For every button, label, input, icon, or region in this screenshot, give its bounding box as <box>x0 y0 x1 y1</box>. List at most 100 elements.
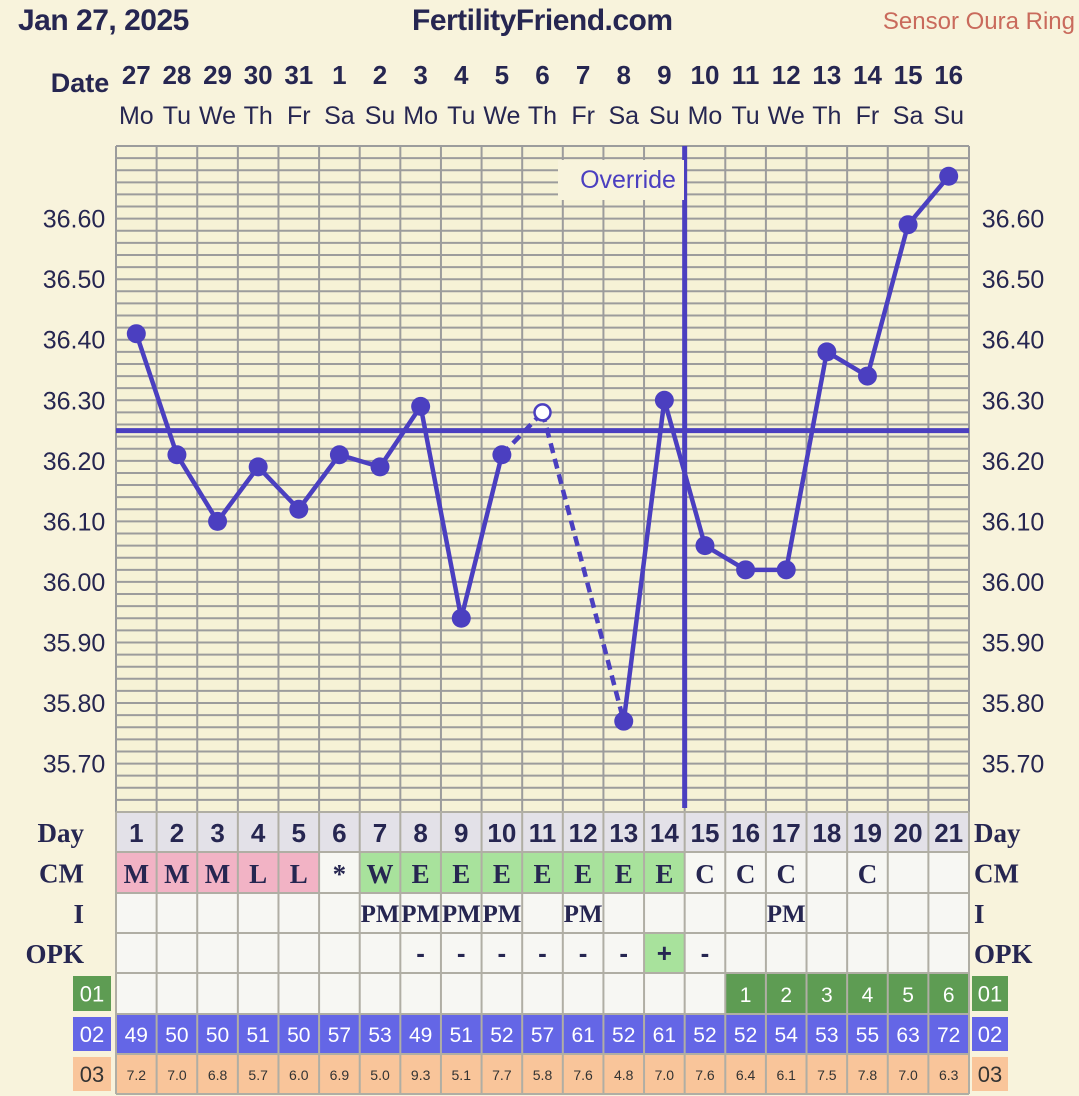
y-tick-label-left: 36.30 <box>43 387 106 415</box>
y-tick-label-right: 36.30 <box>982 387 1045 415</box>
opk-cell <box>644 933 685 973</box>
opk-row-label-left: OPK <box>26 939 85 969</box>
temperature-point[interactable] <box>208 511 228 531</box>
temperature-point[interactable] <box>329 445 349 465</box>
weekday-tick-label: Su <box>649 102 680 130</box>
temperature-point[interactable] <box>817 342 837 362</box>
row02-cell <box>481 1014 523 1054</box>
temperature-point[interactable] <box>248 457 268 477</box>
temperature-line-dashed <box>500 410 545 457</box>
row02-value: 63 <box>896 1024 919 1047</box>
opk-cell <box>481 933 523 973</box>
temperature-point[interactable] <box>776 560 796 580</box>
cycle-day-value: 3 <box>210 818 224 848</box>
temperature-point[interactable] <box>614 711 634 731</box>
row02-cell <box>237 1014 279 1054</box>
intercourse-value: PM <box>401 901 440 928</box>
temperature-line <box>662 399 708 547</box>
cycle-day-value: 11 <box>529 818 557 848</box>
temperature-point[interactable] <box>898 215 918 235</box>
y-tick-label-right: 36.10 <box>982 508 1045 536</box>
cycle-day-value: 1 <box>129 818 143 848</box>
temperature-line <box>175 453 220 523</box>
intercourse-cell <box>237 893 279 933</box>
temperature-point[interactable] <box>451 608 471 628</box>
cycle-day-cell <box>765 812 807 852</box>
sensor-label: Sensor Oura Ring <box>882 8 1075 35</box>
cm-cell <box>684 852 726 893</box>
opk-value: - <box>619 938 628 968</box>
temperature-line <box>906 174 951 227</box>
weekday-tick-label: Tu <box>731 102 759 130</box>
opk-cell <box>847 933 888 973</box>
intercourse-value: PM <box>482 901 521 928</box>
temperature-line <box>215 465 260 523</box>
temperature-point[interactable] <box>289 499 309 519</box>
intercourse-value: PM <box>767 901 806 928</box>
cycle-day-value: 18 <box>812 818 841 848</box>
override-label: Override <box>580 166 676 194</box>
row02-cell <box>806 1014 848 1054</box>
cycle-day-value: 13 <box>609 818 638 848</box>
temperature-point[interactable] <box>411 396 431 416</box>
intercourse-cell <box>928 893 969 933</box>
temperature-point[interactable] <box>695 536 715 556</box>
opk-cell <box>400 933 441 973</box>
day-row-label-right: Day <box>974 818 1021 848</box>
date-tick-label: 1 <box>332 60 346 90</box>
temperature-line <box>865 224 911 377</box>
row02-cell <box>359 1014 401 1054</box>
row03-value: 7.0 <box>898 1067 918 1083</box>
date-tick-label: 29 <box>203 60 232 90</box>
plot-area <box>116 146 969 812</box>
intercourse-cell <box>765 893 807 933</box>
cycle-day-value: 5 <box>292 818 306 848</box>
row03-value: 7.0 <box>655 1067 675 1083</box>
temperature-point[interactable] <box>939 166 959 186</box>
temperature-line-dashed <box>540 411 626 722</box>
temperature-point[interactable] <box>126 324 146 344</box>
row01-label-left: 01 <box>80 982 104 1007</box>
row02-cell <box>319 1014 360 1054</box>
cycle-day-value: 7 <box>373 818 387 848</box>
temperature-point[interactable] <box>857 366 877 386</box>
cycle-day-value: 9 <box>454 818 468 848</box>
cm-value: E <box>412 859 430 889</box>
date-tick-label: 10 <box>691 60 720 90</box>
date-tick-label: 27 <box>122 60 151 90</box>
opk-cell <box>237 933 279 973</box>
row01-cell <box>522 973 563 1014</box>
row02-value: 49 <box>409 1024 432 1047</box>
row02-cell <box>562 1014 604 1054</box>
opk-value: - <box>416 938 425 968</box>
temperature-point[interactable] <box>654 390 674 410</box>
override-label-bg <box>558 160 684 200</box>
row01-cell <box>603 973 645 1014</box>
row03-cell <box>237 1054 279 1094</box>
weekday-tick-label: Su <box>365 102 396 130</box>
row02-cell <box>684 1014 726 1054</box>
date-tick-label: 13 <box>812 60 841 90</box>
cm-cell <box>278 852 320 893</box>
cycle-day-cell <box>684 812 726 852</box>
row03-value: 5.0 <box>370 1067 390 1083</box>
temperature-point[interactable] <box>492 445 512 465</box>
row02-label-left: 02 <box>80 1022 104 1047</box>
temperature-point[interactable] <box>167 445 187 465</box>
date-tick-label: 12 <box>772 60 801 90</box>
temperature-point-discarded[interactable] <box>533 403 552 422</box>
cm-cell <box>197 852 238 893</box>
cm-value: C <box>695 859 715 889</box>
intercourse-cell <box>116 893 157 933</box>
cycle-day-value: 14 <box>650 818 679 848</box>
temperature-point[interactable] <box>370 457 390 477</box>
row03-cell <box>400 1054 441 1094</box>
site-title[interactable]: FertilityFriend.com <box>412 4 673 37</box>
cycle-day-value: 21 <box>934 818 963 848</box>
cycle-day-value: 8 <box>413 818 427 848</box>
date-tick-label: 6 <box>535 60 549 90</box>
date-tick-label: 8 <box>617 60 631 90</box>
intercourse-cell <box>806 893 848 933</box>
temperature-point[interactable] <box>736 560 756 580</box>
opk-cell <box>806 933 848 973</box>
